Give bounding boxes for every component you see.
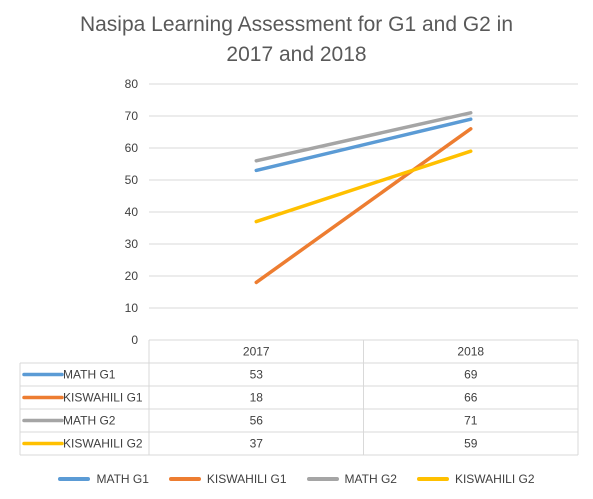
legend: MATH G1 KISWAHILI G1 MATH G2 KISWAHILI G2 (0, 472, 593, 486)
table-series-name: KISWAHILI G1 (63, 391, 143, 405)
chart-title-line-2: 2017 and 2018 (226, 43, 367, 66)
table-value: 59 (464, 437, 478, 451)
y-tick-label: 60 (125, 141, 139, 155)
data-table: 2017 2018 MATH G1 53 69 KISWAHILI G1 18 66 MATH … (19, 340, 579, 456)
table-value: 53 (250, 368, 264, 382)
y-tick-label: 40 (125, 205, 139, 219)
legend-item: MATH G2 (306, 472, 397, 486)
y-tick-label: 80 (125, 77, 139, 91)
series-line (254, 127, 473, 285)
table-value: 71 (464, 414, 478, 428)
legend-label: KISWAHILI G1 (206, 472, 287, 486)
series-lines (254, 111, 473, 285)
table-value: 18 (250, 391, 264, 405)
legend-item: KISWAHILI G1 (168, 472, 287, 486)
table-series-name: KISWAHILI G2 (63, 437, 143, 451)
line-chart: 0 10 20 30 40 50 60 70 80 2017 2018 MATH G1 53 69 KIS… (19, 77, 579, 456)
table-series-name: MATH G1 (63, 368, 116, 382)
y-axis-tick-labels: 0 10 20 30 40 50 60 70 80 (125, 77, 139, 347)
legend-label: KISWAHILI G2 (454, 472, 535, 486)
gridlines (149, 83, 578, 341)
series-line (254, 117, 473, 173)
legend-swatch (58, 477, 91, 481)
chart-title-line-1: Nasipa Learning Assessment for G1 and G2… (79, 13, 514, 36)
table-value: 69 (464, 368, 478, 382)
table-series-name: MATH G2 (63, 414, 116, 428)
legend-swatch (306, 477, 339, 481)
series-line (254, 149, 473, 224)
legend-item: KISWAHILI G2 (416, 472, 535, 486)
y-tick-label: 0 (131, 333, 138, 347)
series-line (254, 111, 473, 163)
table-value: 66 (464, 391, 478, 405)
chart-title: Nasipa Learning Assessment for G1 and G2… (0, 10, 593, 70)
legend-swatch (168, 477, 201, 481)
category-label: 2017 (243, 345, 270, 359)
table-value: 37 (250, 437, 264, 451)
legend-item: MATH G1 (58, 472, 149, 486)
y-tick-label: 20 (125, 269, 139, 283)
y-tick-label: 10 (125, 301, 139, 315)
legend-label: MATH G2 (344, 472, 397, 486)
y-tick-label: 50 (125, 173, 139, 187)
legend-swatch (416, 477, 449, 481)
legend-label: MATH G1 (96, 472, 149, 486)
table-value: 56 (250, 414, 264, 428)
category-label: 2018 (457, 345, 484, 359)
y-tick-label: 30 (125, 237, 139, 251)
y-tick-label: 70 (125, 109, 139, 123)
